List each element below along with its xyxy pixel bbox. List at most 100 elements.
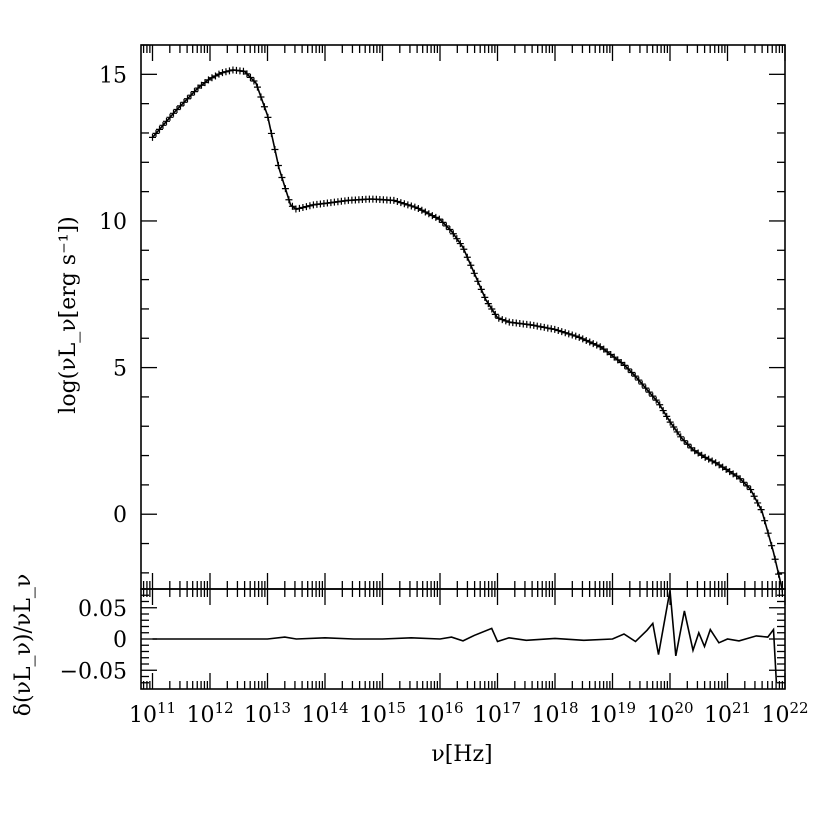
sed-data-marker bbox=[761, 517, 769, 525]
sed-data-marker bbox=[257, 93, 265, 101]
sed-data-marker bbox=[470, 269, 478, 277]
residual-y-tick-labels: −0.05 0 0.05 bbox=[60, 597, 127, 685]
sed-data-marker bbox=[561, 329, 569, 337]
sed-data-marker bbox=[775, 570, 783, 578]
sed-data-marker bbox=[267, 129, 275, 137]
sed-data-marker bbox=[271, 145, 279, 153]
sed-data-marker bbox=[474, 277, 482, 285]
sed-data-marker bbox=[666, 418, 674, 426]
sed-data-marker bbox=[149, 133, 156, 141]
sed-data-marker bbox=[656, 401, 664, 409]
sed-data-marker bbox=[491, 310, 499, 318]
sed-data-marker bbox=[400, 200, 408, 208]
sed-data-marker bbox=[684, 440, 692, 448]
residual-series-line bbox=[152, 590, 778, 683]
sed-data-marker bbox=[449, 230, 457, 238]
sed-data-marker bbox=[544, 324, 552, 332]
sed-data-marker bbox=[390, 196, 398, 204]
x-tick-label: 1016 bbox=[416, 699, 463, 728]
main-y-tick-label: 0 bbox=[113, 503, 127, 528]
sed-data-marker bbox=[635, 376, 643, 384]
sed-data-marker bbox=[677, 433, 685, 441]
sed-data-marker bbox=[649, 392, 657, 400]
main-y-axis-title-text: log(νL_ν[erg s⁻¹]) bbox=[56, 216, 81, 413]
sed-data-marker bbox=[484, 300, 492, 308]
sed-data-marker bbox=[750, 492, 758, 500]
x-tick-label: 1021 bbox=[704, 699, 751, 728]
sed-data-marker bbox=[652, 396, 660, 404]
main-y-axis-title: log(νL_ν[erg s⁻¹]) bbox=[56, 216, 81, 413]
sed-data-marker bbox=[180, 98, 188, 106]
sed-data-marker bbox=[155, 125, 163, 133]
sed-data-marker bbox=[215, 70, 223, 78]
sed-data-marker bbox=[764, 529, 772, 537]
sed-data-marker bbox=[152, 129, 160, 137]
residual-y-axis-title-text: δ(νL_ν)/νL_ν bbox=[11, 574, 36, 717]
main-panel: 0 5 10 15 bbox=[99, 44, 786, 593]
sed-data-marker bbox=[481, 293, 489, 301]
sed-data-marker bbox=[680, 437, 688, 445]
residual-panel: −0.05 0 0.05 bbox=[60, 588, 786, 690]
main-y-tick-label: 15 bbox=[99, 63, 127, 88]
sed-data-marker bbox=[554, 327, 562, 335]
sed-data-marker bbox=[740, 478, 748, 486]
sed-data-marker bbox=[442, 222, 450, 230]
sed-data-marker bbox=[747, 486, 755, 494]
sed-data-marker bbox=[663, 412, 671, 420]
sed-data-marker bbox=[768, 542, 776, 550]
sed-data-marker bbox=[446, 226, 454, 234]
sed-data-marker bbox=[407, 202, 415, 210]
sed-data-marker bbox=[299, 204, 307, 212]
sed-data-marker bbox=[453, 235, 461, 243]
residual-y-tick-label: 0 bbox=[113, 628, 127, 653]
sed-data-marker bbox=[222, 68, 230, 76]
sed-data-marker bbox=[530, 321, 538, 329]
sed-data-marker bbox=[169, 109, 177, 117]
sed-data-marker bbox=[260, 103, 268, 111]
sed-series-markers bbox=[149, 66, 786, 593]
x-tick-label: 1015 bbox=[359, 699, 406, 728]
residual-y-tick-label: −0.05 bbox=[60, 659, 127, 684]
sed-data-marker bbox=[281, 185, 289, 193]
sed-data-marker bbox=[568, 331, 576, 339]
sed-data-marker bbox=[537, 323, 545, 331]
sed-data-marker bbox=[218, 69, 226, 77]
sed-data-marker bbox=[295, 204, 303, 212]
sed-data-marker bbox=[463, 253, 471, 261]
sed-data-marker bbox=[302, 203, 310, 211]
sed-data-marker bbox=[589, 340, 597, 348]
x-tick-label: 1017 bbox=[474, 699, 521, 728]
x-tick-label: 1018 bbox=[531, 699, 578, 728]
sed-data-marker bbox=[621, 361, 629, 369]
sed-data-marker bbox=[306, 202, 314, 210]
sed-data-marker bbox=[435, 215, 443, 223]
residual-y-tick-label: 0.05 bbox=[78, 597, 127, 622]
residual-major-x-ticks bbox=[151, 589, 786, 689]
sed-data-marker bbox=[586, 338, 594, 346]
x-tick-label: 1012 bbox=[186, 699, 233, 728]
x-tick-label: 1011 bbox=[129, 699, 176, 728]
sed-data-marker bbox=[642, 384, 650, 392]
main-y-tick-label: 10 bbox=[99, 210, 127, 235]
sed-data-marker bbox=[628, 369, 636, 377]
sed-data-marker bbox=[551, 325, 559, 333]
sed-data-marker bbox=[638, 380, 646, 388]
sed-data-marker bbox=[243, 70, 251, 78]
sed-data-marker bbox=[246, 73, 254, 81]
sed-data-marker bbox=[736, 475, 744, 483]
main-minor-x-ticks bbox=[142, 45, 784, 589]
sed-data-marker bbox=[166, 113, 174, 121]
sed-data-marker bbox=[253, 83, 261, 91]
sed-data-marker bbox=[572, 332, 580, 340]
sed-data-marker bbox=[575, 333, 583, 341]
sed-data-marker bbox=[645, 388, 653, 396]
sed-data-marker bbox=[250, 77, 258, 85]
sed-data-marker bbox=[393, 197, 401, 205]
sed-data-marker bbox=[743, 482, 751, 490]
x-tick-label: 1019 bbox=[589, 699, 636, 728]
sed-data-marker bbox=[467, 261, 475, 269]
x-axis-title-text: ν[Hz] bbox=[431, 742, 492, 767]
sed-data-marker bbox=[456, 240, 464, 248]
sed-data-marker bbox=[502, 317, 510, 325]
sed-data-marker bbox=[264, 113, 272, 121]
